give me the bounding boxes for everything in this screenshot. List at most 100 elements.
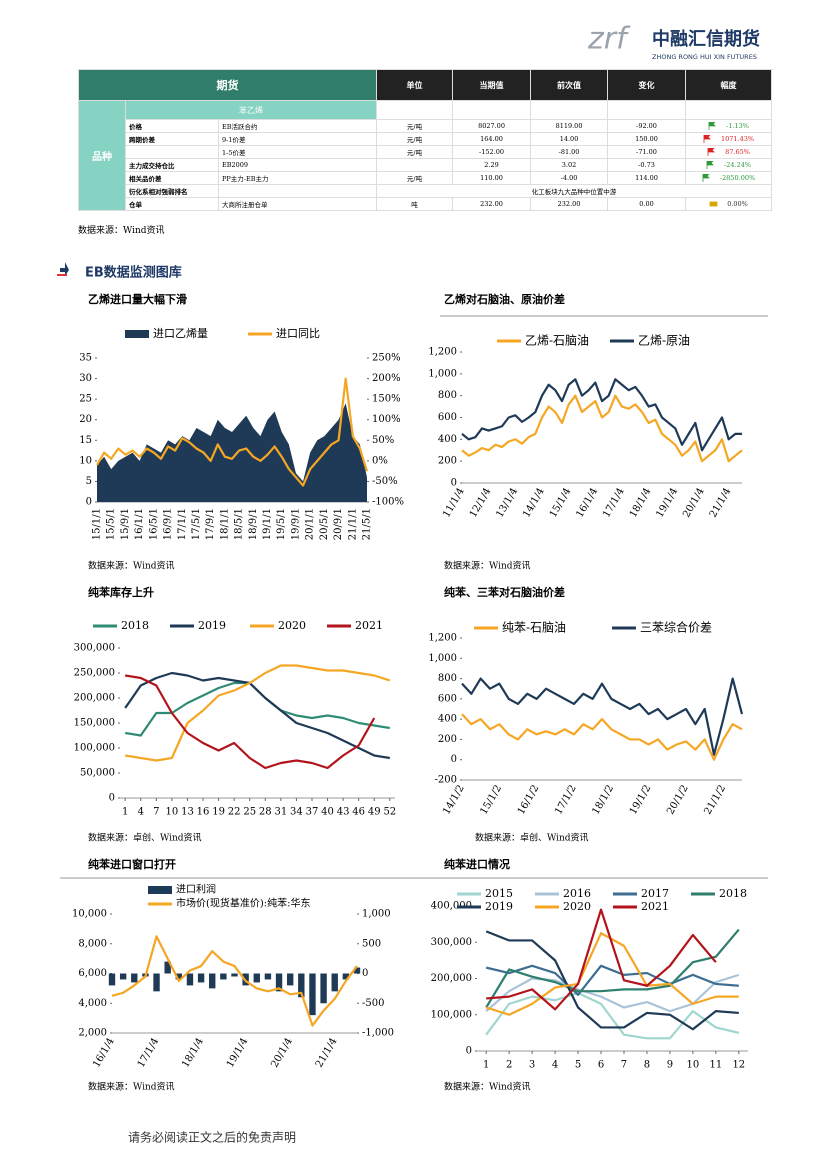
y-tick-label: 300,000: [74, 643, 115, 654]
x-tick-label: 20/1/4: [269, 1036, 295, 1069]
x-tick-label: 17/1/1: [177, 508, 188, 540]
flag: [709, 201, 718, 207]
header-cell: 期货: [77, 69, 378, 101]
x-tick-label: 19/1/4: [654, 486, 680, 519]
series-line: [485, 973, 740, 1013]
legend-label: 三苯综合价差: [640, 620, 712, 635]
legend-label: 进口同比: [276, 327, 320, 340]
legend-label: 2017: [641, 887, 669, 900]
bar: [275, 973, 283, 992]
data-row: 主力成交持仓比 EB2009 2.29 3.02 -0.73 -24.24%: [79, 158, 773, 172]
x-tick-label: 18/9/1: [248, 508, 259, 540]
bar: [220, 973, 227, 980]
bar: [286, 973, 294, 986]
flag-shape: [709, 201, 718, 207]
data-row: 价格 EB活跃合约 元/吨 8027.00 8119.00 -92.00 -1.13%: [79, 119, 773, 133]
x-tick-label: 10: [166, 807, 179, 818]
x-tick-label: 19/1/4: [225, 1036, 251, 1069]
flag: [706, 160, 714, 169]
x-tick-label: 7: [153, 807, 159, 818]
x-tick-label: 18/5/1: [234, 508, 245, 540]
data-row: 相关品价差 PP主力-EB主力 元/吨 110.00 -4.00 114.00 -2850.…: [79, 171, 773, 185]
x-tick-label: 17/9/1: [205, 508, 216, 540]
x-tick-label: 16/1/4: [91, 1036, 117, 1069]
legend-label: 2020: [563, 900, 591, 913]
bar: [186, 973, 194, 986]
header-cell: 变化: [607, 69, 687, 101]
pct-cell: 0.00%: [685, 197, 773, 211]
x-tick-label: 15/1/2: [478, 783, 504, 816]
series-line: [461, 677, 744, 756]
y-tick-label: 1,000: [428, 653, 457, 664]
y-tick-label: 1,200: [428, 347, 457, 358]
data-row: 跨期价差 9-1价差 元/吨 164.00 14.00 150.00 1071.43%: [79, 132, 773, 146]
y-tick-label: 5: [86, 476, 92, 487]
y-tick-label: 8,000: [78, 938, 107, 949]
bar: [175, 973, 183, 980]
footer: 请务必阅读正文之后的免责声明: [128, 1130, 296, 1145]
chart-source: 数据来源：卓创、Wind资讯: [475, 832, 589, 844]
series-line: [125, 674, 376, 770]
bar: [153, 973, 160, 992]
x-tick-label: 19/1/2: [628, 783, 654, 816]
header-cell: 幅度: [685, 69, 773, 101]
flag-shape: [703, 134, 711, 143]
bar: [119, 973, 127, 980]
chart-title: 乙烯对石脑油、原油价差: [444, 292, 565, 306]
x-tick-label: 1: [483, 1060, 489, 1071]
y-tick-label: 100,000: [431, 1009, 472, 1020]
x-tick-label: 21/1/1: [347, 508, 358, 540]
x-tick-label: 8: [644, 1060, 650, 1071]
x-tick-label: 18/1/4: [180, 1036, 206, 1069]
x-tick-label: 14/1/4: [521, 486, 547, 519]
x-tick-label: 20/1/2: [665, 783, 691, 816]
y-tick-label: 1,000: [428, 368, 457, 379]
y2-tick-label: 150%: [372, 394, 401, 405]
legend-label: 进口乙烯量: [153, 327, 208, 340]
chart-title: 纯苯进口窗口打开: [88, 857, 176, 871]
flag: [707, 147, 716, 156]
x-tick-label: 20/1/1: [305, 508, 316, 540]
x-tick-label: 31: [274, 807, 287, 818]
y-tick-label: 25: [79, 394, 92, 405]
x-tick-label: 21/1/2: [702, 783, 728, 816]
flag: [702, 173, 710, 182]
y-tick-label: 250,000: [74, 668, 115, 679]
x-tick-label: 13/1/4: [494, 486, 520, 519]
legend-label: 乙烯-原油: [638, 334, 690, 348]
x-tick-label: 16/1/2: [516, 783, 542, 816]
bar: [164, 961, 171, 974]
y-tick-label: 1,200: [428, 633, 457, 644]
x-tick-label: 20/5/1: [319, 508, 330, 540]
x-tick-label: 1: [122, 807, 128, 818]
legend-label: 2021: [641, 900, 669, 913]
previous-cell: 232.00: [530, 197, 609, 211]
bar: [320, 973, 327, 1004]
x-tick-label: 2: [506, 1060, 512, 1071]
chart-source: 数据来源：Wind资讯: [88, 560, 175, 572]
series-line: [486, 908, 717, 1011]
y2-tick-label: -100%: [372, 497, 404, 508]
legend-label: 2015: [485, 887, 513, 900]
y-tick-label: 200: [438, 456, 457, 467]
unit-cell: 吨: [376, 197, 454, 211]
header-row: 期货 单位 当期值 前次值 变化 幅度: [77, 69, 773, 101]
y-tick-label: -200: [435, 775, 457, 786]
series-line: [485, 991, 740, 1040]
y-tick-label: 100,000: [74, 743, 115, 754]
pct: -1.13%: [726, 122, 749, 130]
x-tick-label: 21/5/1: [362, 508, 373, 540]
section-title: EB数据监测图库: [85, 265, 182, 281]
y2-tick-label: -500: [362, 998, 384, 1009]
bar: [309, 973, 316, 1016]
x-tick-label: 25: [243, 807, 256, 818]
bar: [253, 973, 260, 983]
chart-source: 数据来源：Wind资讯: [444, 560, 531, 572]
legend-label: 进口利润: [176, 883, 216, 896]
chart-title: 纯苯库存上升: [88, 585, 154, 599]
legend-label: 2019: [198, 619, 226, 632]
y-tick-label: 0: [86, 497, 92, 508]
y-tick-label: 200,000: [431, 973, 472, 984]
x-tick-label: 21/1/4: [708, 486, 734, 519]
